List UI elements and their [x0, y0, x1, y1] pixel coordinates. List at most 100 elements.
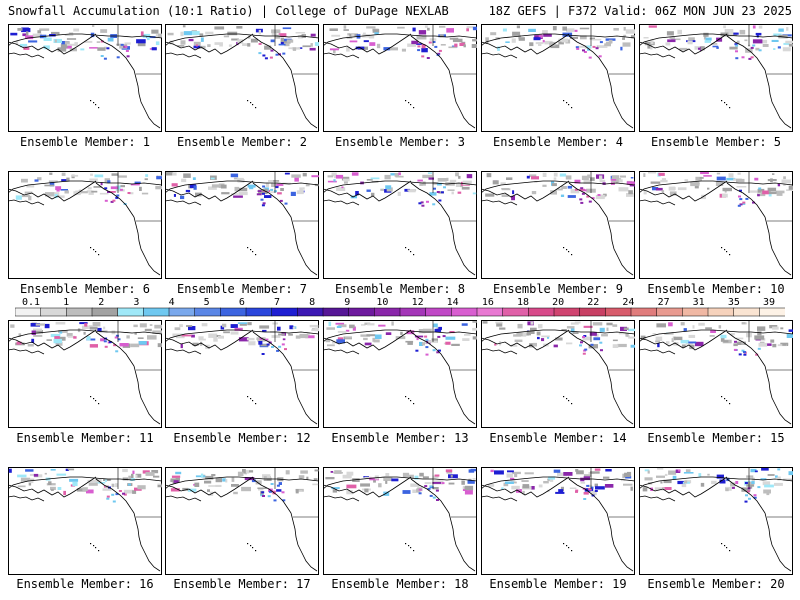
snow-cell [119, 44, 128, 49]
snow-cell [755, 32, 762, 36]
snow-cell [510, 477, 515, 480]
snow-cell [115, 483, 118, 488]
snow-cell [185, 189, 191, 193]
snow-cell [66, 38, 77, 40]
snow-cell [181, 334, 192, 337]
snow-cell [21, 28, 31, 33]
snow-cell [76, 488, 87, 492]
snow-cell [314, 469, 319, 472]
snow-cell [127, 192, 131, 194]
snow-cell [311, 175, 319, 178]
snow-cell [530, 327, 537, 331]
snow-cell [723, 340, 729, 343]
coastline [290, 69, 318, 129]
snow-cell [104, 345, 108, 348]
snow-cell [486, 40, 489, 44]
snow-cell [218, 335, 224, 339]
snow-cell [662, 487, 672, 490]
island-dot [93, 102, 95, 104]
colorbar-swatch [502, 307, 529, 317]
coastline [481, 329, 635, 343]
snow-cell [278, 333, 285, 336]
snow-cell [329, 28, 338, 31]
snow-cell [378, 483, 382, 488]
coastline [481, 476, 635, 490]
snow-cell [561, 38, 568, 43]
snow-cell [122, 477, 129, 481]
coastline [726, 35, 766, 71]
snow-cell [418, 30, 427, 35]
coastlines [8, 320, 162, 425]
snow-cell [34, 179, 39, 182]
snow-cell [263, 476, 267, 481]
snow-cell [268, 490, 272, 493]
ensemble-map [8, 320, 162, 428]
snow-cell [43, 37, 52, 41]
ensemble-member-label: Ensemble Member: 14 [489, 431, 627, 445]
snow-cell [501, 194, 509, 197]
snowfall-colorbar [15, 307, 785, 317]
snow-cell [428, 177, 434, 180]
snow-cell [757, 188, 765, 193]
snow-cell [171, 475, 181, 478]
snow-cell [774, 482, 783, 486]
snow-cell [402, 472, 410, 478]
snow-cell [698, 322, 705, 326]
snow-cell [421, 44, 426, 49]
snow-cell [407, 342, 413, 345]
colorbar-tick-label: 12 [411, 297, 424, 308]
snow-cell [80, 48, 85, 51]
snow-cell [562, 26, 567, 31]
snow-cell [314, 42, 319, 46]
snow-cell [648, 172, 657, 174]
island-dot [413, 403, 415, 405]
snow-cell [619, 175, 626, 178]
snow-cell [306, 332, 310, 336]
snow-cell [750, 46, 754, 49]
snow-cell [427, 27, 430, 31]
coastline [323, 199, 360, 206]
island-dot [413, 107, 415, 109]
snow-cell [618, 187, 629, 192]
snow-cell [280, 37, 284, 42]
snow-cell [59, 331, 63, 334]
snow-cell [492, 180, 499, 185]
snow-cell [108, 341, 112, 344]
snowfall-shading [165, 172, 319, 207]
snow-cell [278, 33, 287, 37]
ensemble-map [323, 171, 477, 279]
snow-cell [119, 343, 129, 347]
coastline [165, 495, 202, 502]
island-dot [250, 398, 252, 400]
snow-cell [276, 349, 280, 352]
snow-cell [744, 482, 748, 484]
snow-cell [233, 195, 243, 198]
snow-cell [770, 339, 775, 343]
snow-cell [464, 486, 471, 490]
snow-cell [421, 204, 425, 207]
coastlines [481, 24, 635, 129]
snow-cell [748, 57, 752, 60]
snow-cell [406, 330, 415, 335]
snow-cell [582, 49, 585, 52]
snow-cell [506, 473, 513, 478]
snow-cell [739, 198, 743, 201]
snow-cell [262, 474, 271, 478]
snow-cell [586, 484, 590, 487]
island-dot [252, 547, 254, 549]
snow-cell [747, 490, 750, 493]
snow-cell [786, 333, 793, 338]
colorbar-tick-label: 5 [203, 297, 210, 308]
snow-cell [33, 334, 43, 337]
snow-cell [334, 175, 337, 179]
snow-cell [343, 25, 347, 29]
snow-cell [610, 179, 617, 181]
colorbar-swatch [245, 307, 273, 317]
snow-cell [502, 28, 507, 32]
island-dot [566, 249, 568, 251]
island-dot [413, 550, 415, 552]
ensemble-map-panel [8, 467, 162, 575]
coastline [481, 348, 518, 355]
snow-cell [648, 25, 657, 28]
snow-cell [526, 330, 535, 334]
